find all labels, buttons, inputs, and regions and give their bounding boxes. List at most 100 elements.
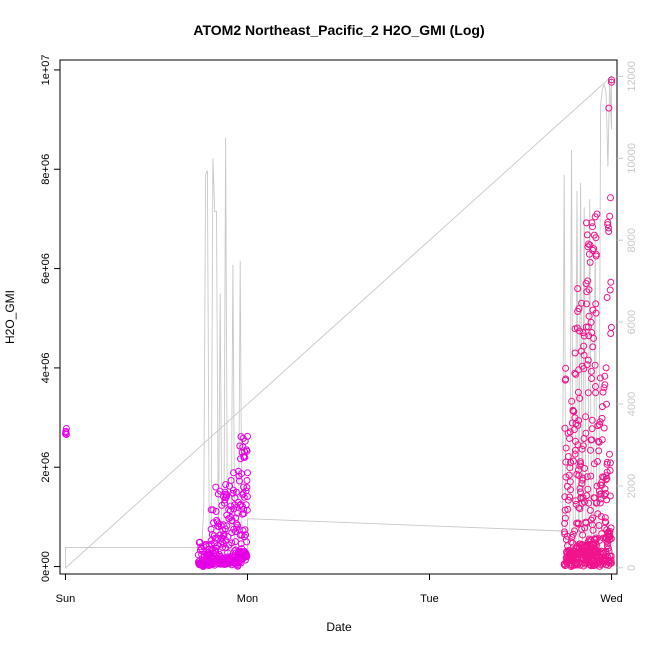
data-point xyxy=(234,521,241,529)
y2-tick-label: 12000 xyxy=(626,61,638,92)
data-point xyxy=(562,444,570,452)
data-point xyxy=(600,384,608,392)
data-point xyxy=(222,490,230,498)
data-point xyxy=(242,531,250,539)
data-point xyxy=(580,342,588,350)
data-point xyxy=(594,422,602,430)
y-tick-label: 6e+06 xyxy=(40,253,52,284)
data-point xyxy=(579,494,587,502)
data-point xyxy=(607,278,615,286)
x-axis: Sun Mon Tue Wed xyxy=(56,574,623,605)
data-point xyxy=(563,532,571,540)
y-tick-label: 0e+00 xyxy=(40,551,52,582)
data-point xyxy=(216,487,224,495)
data-point xyxy=(598,414,606,422)
y2-tick-label: 0 xyxy=(626,565,638,571)
data-point xyxy=(579,329,587,337)
chart-title: ATOM2 Northeast_Pacific_2 H2O_GMI (Log) xyxy=(193,22,484,38)
data-point xyxy=(589,223,596,231)
altitude-line-layer xyxy=(65,75,612,569)
y2-tick-label: 8000 xyxy=(626,228,638,252)
data-point xyxy=(582,323,590,331)
data-point xyxy=(588,219,596,227)
y2-tick-label: 6000 xyxy=(626,310,638,334)
x-tick-label: Sun xyxy=(56,593,76,605)
data-point xyxy=(196,538,204,546)
data-point xyxy=(567,486,574,494)
data-point xyxy=(588,416,596,424)
data-point xyxy=(562,458,570,466)
data-point xyxy=(238,502,246,510)
data-point xyxy=(583,361,591,369)
data-point xyxy=(587,446,594,454)
data-point xyxy=(602,364,610,372)
data-point xyxy=(590,334,597,342)
data-point xyxy=(566,493,574,501)
data-point xyxy=(606,536,614,543)
data-point xyxy=(219,521,227,529)
data-point xyxy=(219,544,226,551)
data-point xyxy=(603,458,611,466)
data-point xyxy=(604,221,612,229)
data-point xyxy=(600,424,608,432)
data-point xyxy=(579,442,587,450)
data-point xyxy=(607,556,615,564)
data-point xyxy=(561,514,569,522)
altitude-line xyxy=(65,75,612,569)
data-point xyxy=(575,305,583,313)
data-point xyxy=(589,526,597,534)
data-point xyxy=(590,245,598,253)
data-point xyxy=(603,294,611,301)
data-point xyxy=(561,519,569,527)
data-point xyxy=(601,372,609,380)
data-point xyxy=(207,525,215,533)
data-point xyxy=(566,478,574,486)
data-point xyxy=(606,459,614,467)
data-point xyxy=(599,388,607,396)
data-point xyxy=(592,234,600,242)
data-point xyxy=(601,514,609,522)
data-point xyxy=(585,286,593,294)
data-point xyxy=(587,318,595,326)
data-point xyxy=(584,485,592,493)
data-point xyxy=(593,210,601,218)
data-point xyxy=(582,519,590,527)
data-point xyxy=(566,464,574,472)
data-point xyxy=(229,489,237,497)
data-point xyxy=(562,364,570,372)
data-point xyxy=(589,343,597,351)
data-point xyxy=(578,299,586,307)
data-point xyxy=(222,537,230,544)
data-point xyxy=(575,366,583,374)
data-point xyxy=(236,442,244,450)
data-point xyxy=(234,498,242,506)
data-point xyxy=(588,375,595,382)
x-axis-label: Date xyxy=(326,620,352,634)
data-point xyxy=(606,286,614,294)
data-point xyxy=(582,429,590,437)
data-point xyxy=(561,506,569,514)
data-point xyxy=(605,224,612,232)
data-point xyxy=(582,413,590,421)
y-axis-right: 0 2000 4000 6000 8000 10000 12000 xyxy=(617,61,638,571)
data-point xyxy=(567,538,575,546)
data-point xyxy=(606,528,614,535)
data-point xyxy=(212,508,220,515)
data-point xyxy=(596,374,604,382)
data-point xyxy=(586,258,594,266)
data-point xyxy=(576,394,584,402)
data-point xyxy=(564,505,572,513)
data-point xyxy=(240,493,248,501)
data-point xyxy=(608,78,615,86)
data-point xyxy=(571,369,579,377)
data-point xyxy=(588,425,596,433)
y2-tick-label: 10000 xyxy=(626,143,638,174)
data-point xyxy=(571,527,579,535)
data-point xyxy=(213,518,221,526)
data-point xyxy=(606,212,614,220)
data-points-layer xyxy=(62,76,615,570)
data-point xyxy=(576,484,584,492)
data-point xyxy=(607,323,615,331)
data-point xyxy=(570,457,577,465)
